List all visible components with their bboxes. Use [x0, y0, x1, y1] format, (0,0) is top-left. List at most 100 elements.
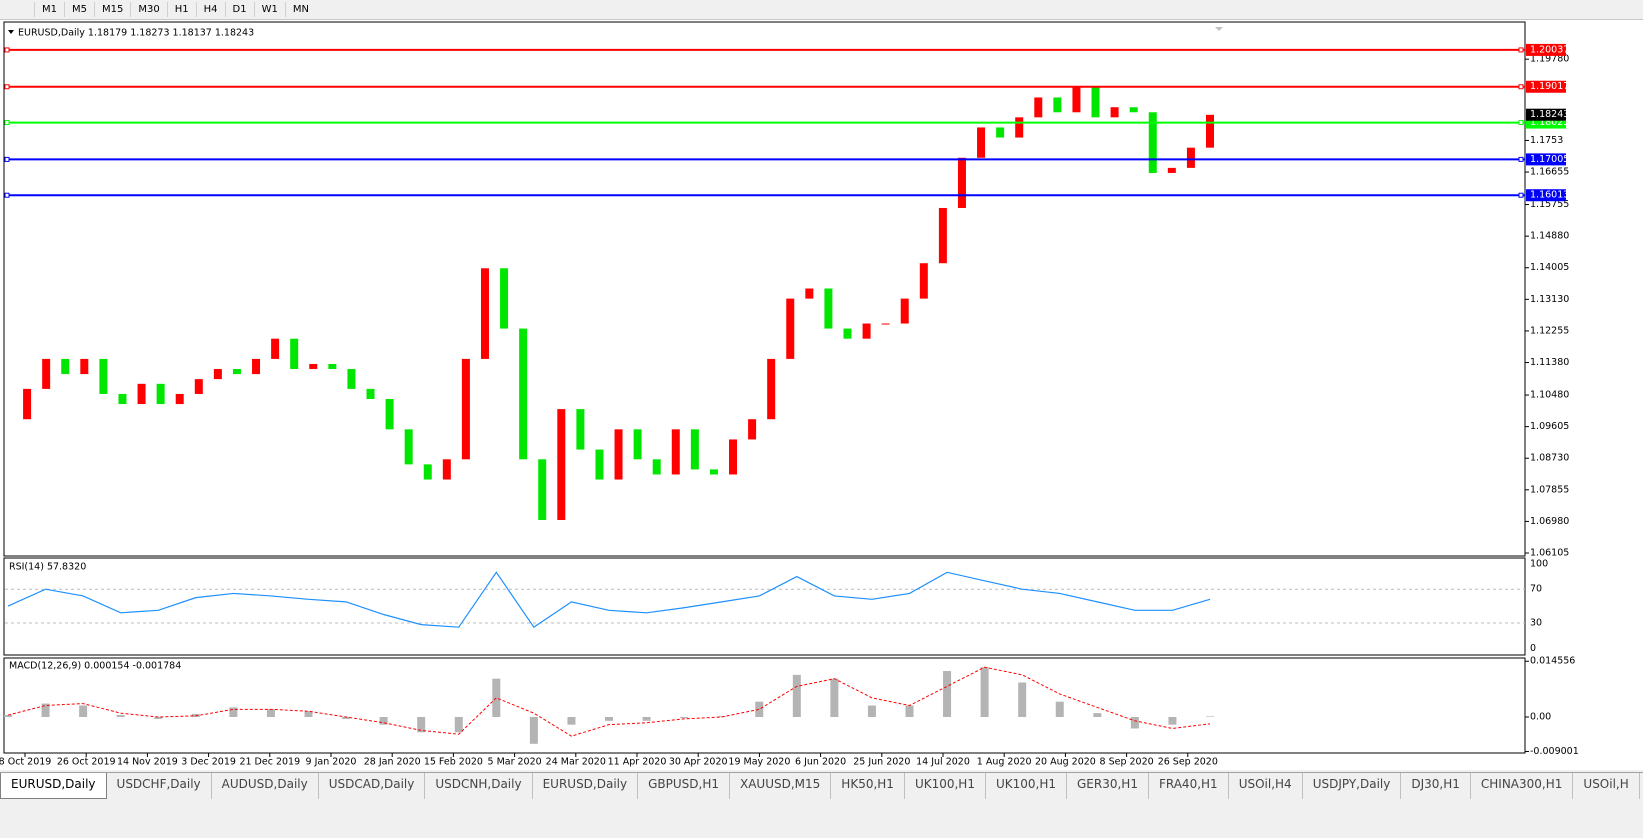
- macd-bar: [116, 715, 125, 717]
- x-tick-label: 21 Dec 2019: [239, 757, 300, 768]
- chart-tab[interactable]: USDCAD,Daily: [319, 773, 426, 799]
- chart-tab[interactable]: FRA40,H1: [1149, 773, 1229, 799]
- y-tick-label: -0.009001: [1530, 746, 1579, 757]
- candle: [652, 459, 661, 475]
- candle: [748, 419, 757, 440]
- candle: [1186, 147, 1195, 168]
- chart-tab[interactable]: GER30,H1: [1067, 773, 1149, 799]
- chart-tab[interactable]: AUDUSD,Daily: [212, 773, 319, 799]
- chart-tab[interactable]: EURUSD,Daily: [533, 773, 639, 799]
- macd-panel: [3, 657, 1526, 754]
- level-handle: [4, 156, 10, 162]
- candle: [175, 393, 184, 405]
- x-tick-label: 20 Aug 2020: [1035, 757, 1096, 768]
- chart-tab[interactable]: GBPUSD,H1: [638, 773, 730, 799]
- macd-bar: [492, 678, 501, 717]
- timeframe-button[interactable]: M15: [94, 2, 130, 17]
- macd-bar: [943, 671, 952, 717]
- x-tick-label: 6 Jun 2020: [795, 757, 846, 768]
- background: [0, 20, 1643, 770]
- x-tick-label: 8 Oct 2019: [0, 757, 51, 768]
- candle: [290, 338, 299, 370]
- chart-tab[interactable]: UK100,H1: [905, 773, 986, 799]
- candle: [1148, 112, 1157, 173]
- candle: [99, 358, 108, 394]
- candle: [729, 439, 738, 475]
- x-tick-label: 14 Nov 2019: [117, 757, 178, 768]
- timeframe-button[interactable]: D1: [224, 2, 254, 17]
- level-label-box: [1526, 43, 1566, 56]
- candle: [1072, 87, 1081, 113]
- level-handle: [1518, 192, 1524, 198]
- chart-tab[interactable]: DJ30,H1: [1401, 773, 1471, 799]
- macd-bar: [229, 707, 238, 717]
- timeframe-button[interactable]: M30: [130, 2, 166, 17]
- level-label-box: [1526, 153, 1566, 166]
- macd-bar: [79, 705, 88, 717]
- macd-bar: [1018, 682, 1027, 717]
- timeframe-button[interactable]: W1: [253, 2, 285, 17]
- x-tick-label: 25 Jun 2020: [853, 757, 910, 768]
- candle: [1034, 97, 1043, 118]
- chart-tab[interactable]: EURUSD,Daily: [0, 773, 107, 799]
- header-arrow: [8, 30, 14, 34]
- chart-tab[interactable]: USOil,H: [1573, 773, 1640, 799]
- chart-tab[interactable]: HK50,H1: [831, 773, 905, 799]
- timeframe-button[interactable]: M5: [64, 2, 94, 17]
- y-tick-label: 1.1753: [1530, 135, 1563, 146]
- candle: [442, 459, 451, 480]
- candle: [862, 323, 871, 339]
- timeframe-button[interactable]: H4: [195, 2, 225, 17]
- candle: [614, 429, 623, 480]
- candle: [404, 429, 413, 465]
- candle: [576, 409, 585, 450]
- y-tick-label: 0.00: [1530, 711, 1551, 722]
- candle: [61, 358, 70, 375]
- chart-tab[interactable]: USOil,H4: [1229, 773, 1303, 799]
- macd-bar: [4, 715, 12, 717]
- candle: [347, 369, 356, 389]
- signal-line: [7, 666, 1211, 737]
- x-tick-label: 19 May 2020: [728, 757, 790, 768]
- macd-header: MACD(12,26,9) 0.000154 -0.001784: [9, 661, 181, 672]
- candle: [461, 358, 470, 460]
- candle: [996, 127, 1005, 138]
- candle: [919, 263, 928, 299]
- macd-bar: [792, 674, 801, 717]
- level-handle: [1518, 120, 1524, 126]
- candle: [213, 369, 222, 380]
- y-tick-label: 100: [1530, 558, 1548, 569]
- level-label: 1.20037: [1530, 44, 1569, 55]
- chart-tab[interactable]: UK100,H1: [986, 773, 1067, 799]
- timeframe-button[interactable]: H1: [166, 2, 196, 17]
- timeframe-button[interactable]: MN: [284, 2, 316, 17]
- candle: [557, 409, 566, 520]
- macd-bar: [417, 716, 426, 733]
- chart-tab[interactable]: USDJPY,Daily: [1303, 773, 1402, 799]
- macd-bar: [567, 716, 576, 725]
- y-tick-label: 1.06980: [1530, 516, 1569, 527]
- macd-bar: [454, 716, 463, 733]
- y-tick-label: 0.014556: [1530, 656, 1575, 667]
- level-label: 1.17005: [1530, 154, 1569, 165]
- candle: [1167, 167, 1176, 173]
- x-tick-label: 15 Feb 2020: [424, 757, 483, 768]
- chart-tab[interactable]: USDCHF,Daily: [107, 773, 212, 799]
- chart-tab[interactable]: XAUUSD,M15: [730, 773, 832, 799]
- candle: [538, 459, 547, 520]
- chart-tab[interactable]: USDCNH,Daily: [425, 773, 533, 799]
- chart-tab[interactable]: CHINA300,H1: [1471, 773, 1574, 799]
- x-tick-label: 1 Aug 2020: [977, 757, 1032, 768]
- x-tick-label: 8 Sep 2020: [1100, 757, 1154, 768]
- level-handle: [1518, 156, 1524, 162]
- timeframe-button[interactable]: M1: [34, 2, 64, 17]
- candle: [1091, 87, 1100, 118]
- macd-bar: [905, 705, 914, 717]
- candle: [595, 449, 604, 480]
- y-tick-label: 30: [1530, 617, 1542, 628]
- macd-bar: [379, 716, 388, 725]
- x-tick-label: 30 Apr 2020: [669, 757, 728, 768]
- candle: [252, 358, 261, 375]
- level-label-box: [1526, 189, 1566, 202]
- level-label: 1.16013: [1530, 190, 1569, 201]
